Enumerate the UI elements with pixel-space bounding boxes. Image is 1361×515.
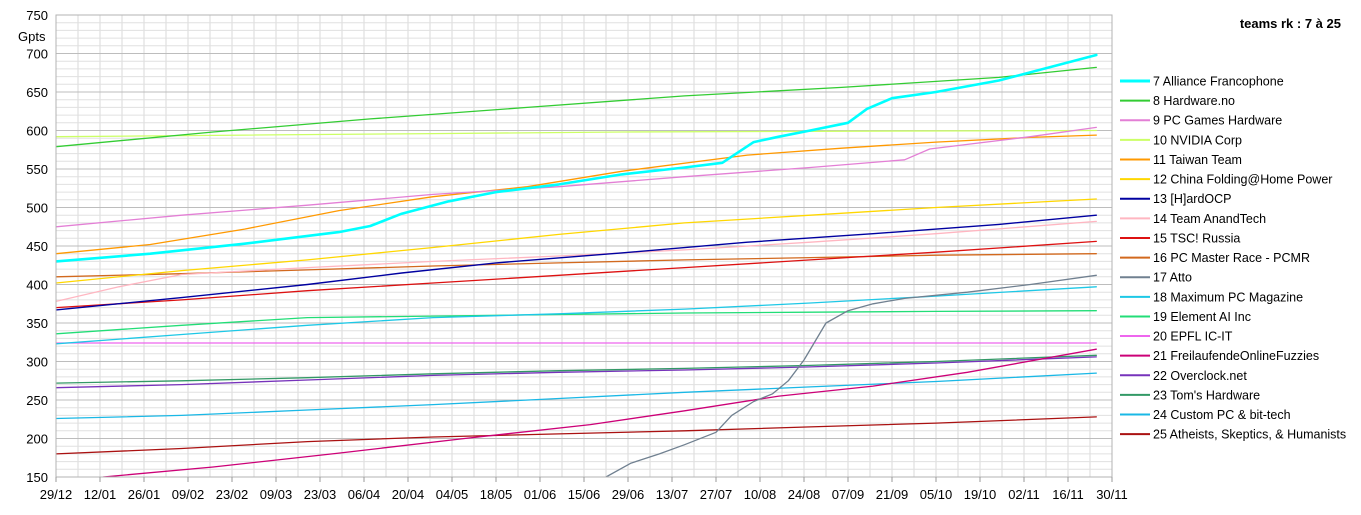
x-tick-label: 18/05 bbox=[480, 487, 513, 502]
legend-label: 17 Atto bbox=[1153, 271, 1192, 285]
series-line bbox=[56, 53, 1098, 263]
series-line bbox=[56, 310, 1097, 335]
x-tick-label: 02/11 bbox=[1008, 487, 1040, 502]
legend-label: 13 [H]ardOCP bbox=[1153, 192, 1232, 206]
legend: 7 Alliance Francophone 8 Hardware.no 9 PC … bbox=[1120, 75, 1346, 442]
legend-label: 8 Hardware.no bbox=[1153, 94, 1235, 108]
y-tick-label: 650 bbox=[26, 85, 48, 100]
legend-label: 12 China Folding@Home Power bbox=[1153, 173, 1332, 187]
x-tick-label: 07/09 bbox=[832, 487, 865, 502]
axes: 150 200 250 300 350 400 450 500 550 600 650 700 750 2… bbox=[26, 8, 1127, 502]
legend-label: 19 Element AI Inc bbox=[1153, 310, 1251, 324]
series-line bbox=[56, 220, 1097, 303]
legend-label: 9 PC Games Hardware bbox=[1153, 114, 1282, 128]
legend-label: 16 PC Master Race - PCMR bbox=[1153, 251, 1310, 265]
x-tick-label: 20/04 bbox=[392, 487, 425, 502]
series-line bbox=[56, 354, 1097, 384]
series-line bbox=[56, 286, 1097, 345]
x-tick-label: 30/11 bbox=[1096, 487, 1128, 502]
x-tick-label: 09/03 bbox=[260, 487, 293, 502]
series-line bbox=[56, 356, 1097, 389]
x-tick-label: 21/09 bbox=[876, 487, 909, 502]
y-axis-label: Gpts bbox=[18, 29, 46, 44]
x-tick-label: 01/06 bbox=[524, 487, 557, 502]
series-line bbox=[56, 129, 1097, 138]
y-tick-label: 550 bbox=[26, 162, 48, 177]
legend-label: 20 EPFL IC-IT bbox=[1153, 330, 1233, 344]
legend-label: 11 Taiwan Team bbox=[1153, 153, 1242, 167]
y-tick-label: 700 bbox=[26, 47, 48, 62]
legend-label: 18 Maximum PC Magazine bbox=[1153, 290, 1303, 304]
x-tick-label: 29/06 bbox=[612, 487, 645, 502]
x-tick-label: 16/11 bbox=[1052, 487, 1084, 502]
y-tick-label: 450 bbox=[26, 239, 48, 254]
x-tick-label: 10/08 bbox=[744, 487, 777, 502]
legend-label: 21 FreilaufendeOnlineFuzzies bbox=[1153, 349, 1319, 363]
legend-label: 24 Custom PC & bit-tech bbox=[1153, 408, 1291, 422]
x-tick-label: 06/04 bbox=[348, 487, 381, 502]
legend-label: 7 Alliance Francophone bbox=[1153, 75, 1284, 89]
x-tick-label: 23/02 bbox=[216, 487, 249, 502]
x-tick-label: 12/01 bbox=[84, 487, 117, 502]
series-line bbox=[56, 416, 1097, 455]
x-tick-label: 15/06 bbox=[568, 487, 601, 502]
series-line bbox=[56, 240, 1097, 309]
legend-label: 25 Atheists, Skeptics, & Humanists bbox=[1153, 428, 1346, 442]
y-tick-label: 750 bbox=[26, 8, 48, 23]
series-line bbox=[56, 214, 1098, 311]
x-tick-label: 19/10 bbox=[964, 487, 997, 502]
series-line bbox=[102, 348, 1097, 477]
series-line bbox=[56, 134, 1097, 255]
y-tick-label: 150 bbox=[26, 470, 48, 485]
x-tick-label: 09/02 bbox=[172, 487, 205, 502]
legend-label: 22 Overclock.net bbox=[1153, 369, 1247, 383]
x-tick-label: 29/12 bbox=[40, 487, 73, 502]
series-line bbox=[56, 198, 1097, 284]
series-line bbox=[605, 274, 1097, 477]
y-tick-label: 500 bbox=[26, 201, 48, 216]
series-line bbox=[56, 126, 1097, 228]
legend-label: 15 TSC! Russia bbox=[1153, 231, 1240, 245]
y-tick-label: 200 bbox=[26, 432, 48, 447]
y-tick-label: 250 bbox=[26, 393, 48, 408]
x-tick-label: 27/07 bbox=[700, 487, 733, 502]
y-tick-label: 400 bbox=[26, 278, 48, 293]
x-tick-label: 24/08 bbox=[788, 487, 821, 502]
x-tick-label: 13/07 bbox=[656, 487, 689, 502]
series-lines bbox=[56, 53, 1098, 477]
y-tick-label: 600 bbox=[26, 124, 48, 139]
x-tick-label: 23/03 bbox=[304, 487, 337, 502]
chart-title: teams rk : 7 à 25 bbox=[1240, 16, 1341, 31]
x-tick-label: 04/05 bbox=[436, 487, 469, 502]
legend-label: 14 Team AnandTech bbox=[1153, 212, 1266, 226]
x-tick-label: 26/01 bbox=[128, 487, 161, 502]
x-tick-label: 05/10 bbox=[920, 487, 953, 502]
y-tick-label: 350 bbox=[26, 316, 48, 331]
legend-label: 23 Tom's Hardware bbox=[1153, 388, 1260, 402]
legend-label: 10 NVIDIA Corp bbox=[1153, 133, 1242, 147]
series-line bbox=[56, 66, 1097, 148]
y-tick-label: 300 bbox=[26, 355, 48, 370]
